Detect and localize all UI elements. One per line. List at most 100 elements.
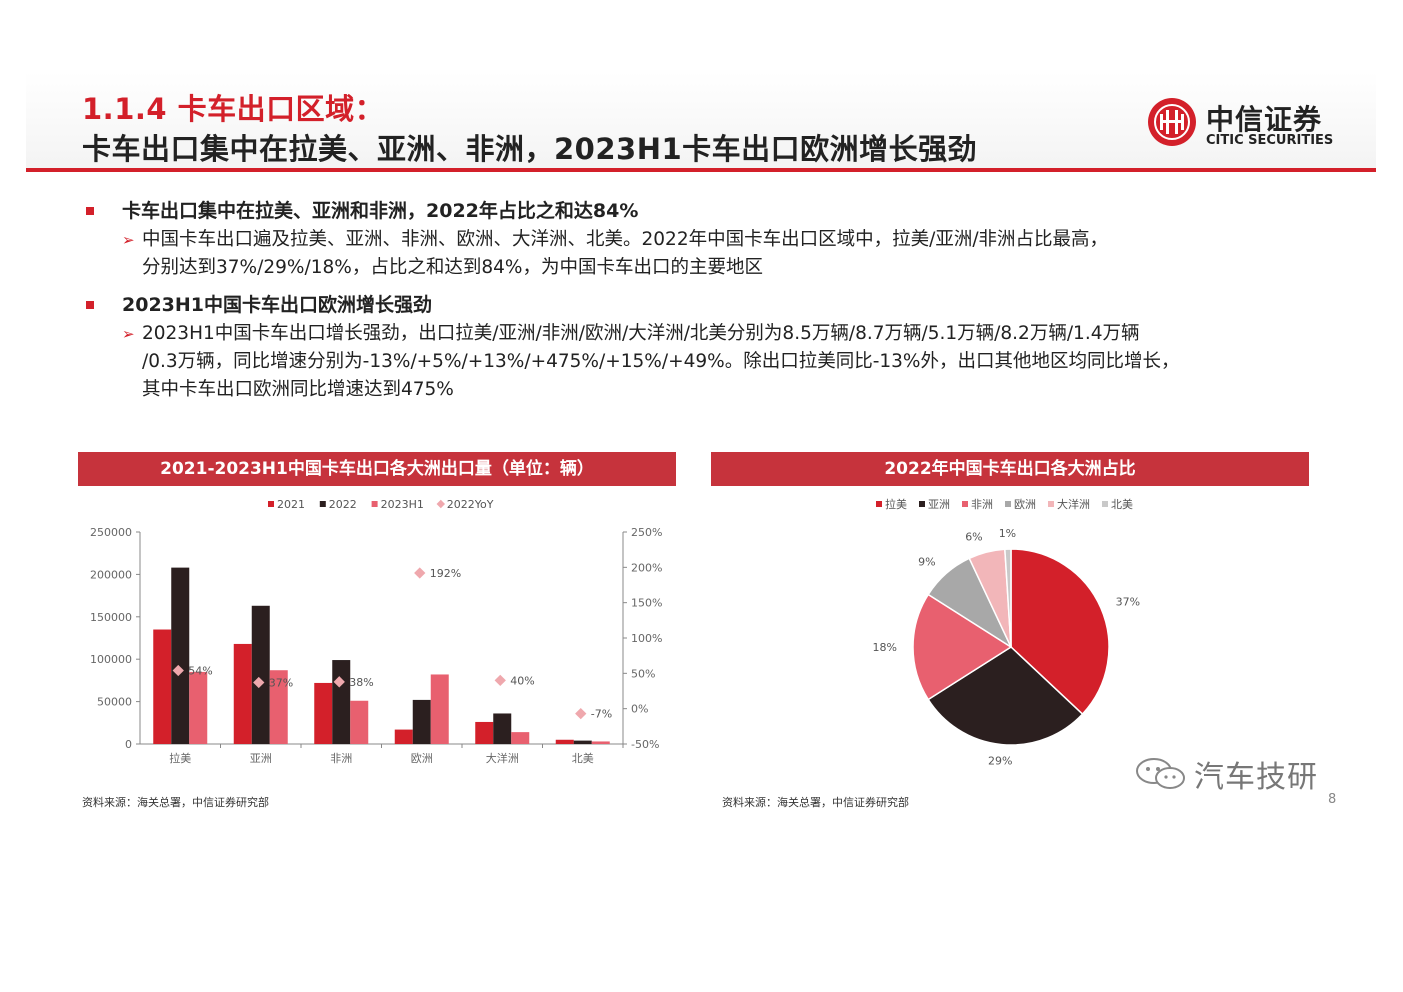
legend-label: 2023H1 (381, 498, 424, 511)
legend-marker (1102, 501, 1108, 507)
legend-marker (962, 501, 968, 507)
pie-slice-拉美 (1010, 548, 1110, 716)
header-divider (26, 168, 1376, 172)
slide: 1.1.4 卡车出口区域： 卡车出口集中在拉美、亚洲、非洲，2023H1卡车出口… (26, 72, 1376, 832)
pie-chart-title: 2022年中国卡车出口各大洲占比 (711, 452, 1309, 486)
y-tick-label: 100000 (90, 653, 132, 666)
bar-chart-title: 2021-2023H1中国卡车出口各大洲出口量（单位：辆） (78, 452, 676, 486)
bullet-list: 卡车出口集中在拉美、亚洲和非洲，2022年占比之和达84% ➢ 中国卡车出口遍及… (82, 196, 1342, 412)
source-note-left: 资料来源：海关总署，中信证券研究部 (82, 796, 269, 809)
legend-label: 2021 (277, 498, 305, 511)
y2-tick-label: 200% (631, 561, 662, 574)
yoy-point (575, 707, 587, 720)
bar-2021 (394, 729, 413, 744)
legend-marker (1005, 501, 1011, 507)
bullet-heading: 2023H1中国卡车出口欧洲增长强劲 (82, 290, 1342, 320)
watermark: 汽车技研 (1134, 752, 1344, 796)
bullet-line: 分别达到37%/29%/18%，占比之和达到84%，为中国卡车出口的主要地区 (142, 257, 763, 278)
bar-2021 (314, 682, 333, 744)
section-title: 1.1.4 卡车出口区域： (82, 92, 385, 126)
x-tick-label: 拉美 (169, 751, 191, 765)
bar-2023H1 (511, 732, 530, 744)
pie-data-label: 29% (988, 754, 1012, 767)
pie-data-label: 6% (965, 531, 982, 544)
y-tick-label: 250000 (90, 526, 132, 539)
legend-marker (319, 501, 326, 507)
y2-tick-label: 50% (631, 667, 655, 680)
citic-logo-icon (1148, 98, 1196, 146)
y2-tick-label: 0% (631, 703, 648, 716)
bar-2023H1 (189, 671, 208, 744)
bar-2022 (573, 740, 592, 744)
pie-data-label: 18% (873, 641, 897, 654)
y-tick-label: 0 (125, 738, 132, 751)
pie-chart: 拉美 亚洲 非洲 欧洲 大洋洲 北美 37% 29% 18% 9% 6% 1% (873, 497, 1141, 767)
slide-header: 1.1.4 卡车出口区域： 卡车出口集中在拉美、亚洲、非洲，2023H1卡车出口… (26, 72, 1376, 172)
legend-marker (436, 499, 446, 509)
wechat-icon (1136, 758, 1185, 789)
y-tick-label: 200000 (90, 568, 132, 581)
yoy-data-label: 37% (269, 677, 293, 690)
citic-logo: 中信证券 CITIC SECURITIES (1146, 94, 1346, 154)
bullet-detail: ➢ 中国卡车出口遍及拉美、亚洲、非洲、欧洲、大洋洲、北美。2022年中国卡车出口… (82, 226, 1342, 282)
bar-2022 (412, 699, 431, 744)
bullet-line: 中国卡车出口遍及拉美、亚洲、非洲、欧洲、大洋洲、北美。2022年中国卡车出口区域… (142, 229, 1109, 250)
y2-tick-label: 250% (631, 526, 662, 539)
y2-tick-label: -50% (631, 738, 659, 751)
x-tick-label: 北美 (572, 752, 594, 765)
legend-marker (1048, 501, 1054, 507)
yoy-data-label: 192% (430, 567, 461, 580)
bullet-heading: 卡车出口集中在拉美、亚洲和非洲，2022年占比之和达84% (82, 196, 1342, 226)
x-tick-label: 亚洲 (250, 752, 272, 765)
legend-label: 亚洲 (928, 498, 950, 511)
source-note-right: 资料来源：海关总署，中信证券研究部 (722, 796, 909, 809)
y2-tick-label: 100% (631, 632, 662, 645)
legend-label: 欧洲 (1014, 498, 1036, 511)
legend-label: 北美 (1111, 498, 1133, 511)
legend-label: 大洋洲 (1057, 497, 1090, 511)
watermark-text: 汽车技研 (1194, 760, 1318, 795)
legend-marker (919, 501, 925, 507)
x-tick-label: 大洋洲 (486, 751, 519, 765)
bar-2022 (493, 713, 512, 744)
bar-2022 (171, 567, 190, 744)
bullet-line: 2023H1中国卡车出口增长强劲，出口拉美/亚洲/非洲/欧洲/大洋洲/北美分别为… (142, 323, 1140, 344)
pie-slice-北美 (1004, 548, 1012, 648)
bar-2023H1 (591, 741, 610, 744)
bar-2021 (153, 629, 172, 744)
legend-label: 拉美 (885, 497, 907, 511)
bar-2023H1 (350, 700, 369, 744)
legend-marker (268, 501, 274, 507)
arrow-icon: ➢ (122, 231, 135, 249)
legend-marker (371, 501, 378, 507)
page-number: 8 (1328, 792, 1337, 807)
bar-chart: 2021 2022 2023H1 2022YoY 0 50000 100000 150000 2… (90, 498, 662, 765)
x-tick-label: 非洲 (330, 752, 352, 765)
logo-chinese-name: 中信证券 (1206, 103, 1323, 136)
pie-data-label: 37% (1116, 596, 1140, 609)
pie-data-label: 1% (999, 527, 1016, 540)
bar-2021 (233, 643, 252, 744)
x-tick-label: 欧洲 (411, 752, 433, 765)
arrow-icon: ➢ (122, 325, 135, 343)
pie-slice-亚洲 (927, 646, 1084, 746)
legend-label: 非洲 (971, 498, 993, 511)
y2-tick-label: 150% (631, 597, 662, 610)
bar-2021 (555, 739, 574, 744)
slide-title: 卡车出口集中在拉美、亚洲、非洲，2023H1卡车出口欧洲增长强劲 (82, 132, 978, 166)
legend-marker (876, 501, 882, 507)
y-tick-label: 50000 (97, 696, 132, 709)
bar-2022 (332, 660, 351, 744)
pie-slice-非洲 (912, 593, 1013, 701)
yoy-data-label: 54% (188, 665, 212, 678)
bullet-detail: ➢ 2023H1中国卡车出口增长强劲，出口拉美/亚洲/非洲/欧洲/大洋洲/北美分… (82, 320, 1342, 404)
yoy-data-label: 38% (349, 676, 373, 689)
bar-2023H1 (269, 670, 288, 744)
bar-2023H1 (430, 674, 449, 744)
yoy-point (494, 674, 506, 687)
legend-label: 2022 (329, 498, 357, 511)
yoy-data-label: -7% (591, 708, 612, 721)
bar-2022 (251, 605, 270, 744)
bar-2021 (475, 721, 494, 744)
bullet-line: 其中卡车出口欧洲同比增速达到475% (142, 379, 454, 400)
